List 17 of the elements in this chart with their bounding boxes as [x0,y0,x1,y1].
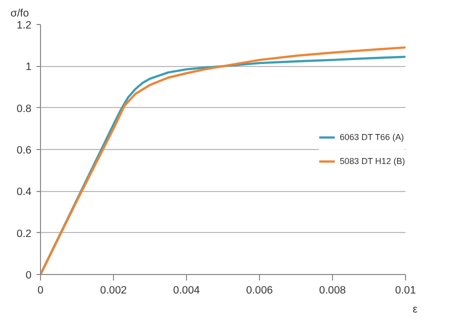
y-tick-label: 0.4 [16,186,32,198]
legend-label: 5083 DT H12 (B) [340,156,405,166]
x-tick-label: 0.004 [173,284,200,296]
y-tick-label: 1.2 [16,20,32,32]
y-axis-title: σ/fo [10,8,29,20]
legend-label: 6063 DT T66 (A) [340,132,404,142]
y-tick-label: 1 [26,61,32,74]
y-tick-label: 0 [26,270,32,282]
x-tick-label: 0.008 [319,284,346,296]
y-tick-label: 0.2 [16,228,32,240]
x-axis-title: ε [412,304,418,316]
x-tick-label: 0.006 [246,284,273,296]
x-tick-label: 0.002 [100,284,127,296]
x-tick-label: 0 [38,284,44,296]
y-tick-label: 0.8 [16,102,32,115]
y-tick-label: 0.6 [16,144,32,156]
x-tick-label: 0.01 [395,284,416,296]
